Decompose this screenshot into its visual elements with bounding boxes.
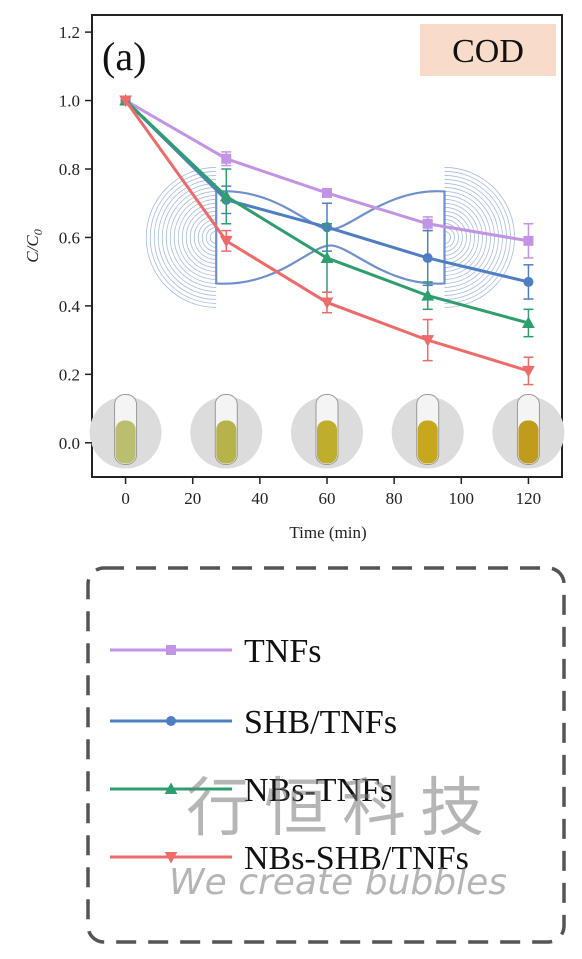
bubble-arc — [161, 183, 217, 292]
legend: TNFs SHB/TNFs NBs-TNFs NBs-SHB/TNFs — [110, 633, 469, 877]
bubble-arc — [181, 203, 217, 272]
data-point — [221, 153, 232, 164]
data-point — [322, 187, 332, 198]
bubble-arc — [209, 231, 217, 244]
series-layer — [119, 94, 535, 386]
bubble-arc — [149, 171, 217, 304]
data-point — [522, 316, 535, 328]
series-nbs-shb-tnfs — [119, 95, 535, 386]
x-axis-title: Time (min) — [289, 523, 366, 542]
x-axis: 0 20 40 60 80 100 120 — [121, 477, 541, 508]
data-point — [219, 235, 233, 248]
legend-marker — [166, 645, 176, 655]
x-tick-label: 100 — [449, 489, 475, 508]
x-tick-label: 0 — [121, 489, 130, 508]
sample-liquid — [518, 420, 539, 464]
data-point — [421, 335, 435, 347]
bubble-arc — [444, 175, 507, 300]
legend-item: NBs-TNFs — [110, 772, 393, 809]
bubble-arc — [169, 191, 217, 284]
legend-marker — [166, 716, 176, 726]
sample-liquid — [417, 420, 438, 464]
bubble-arc — [444, 211, 471, 264]
bubble-arc — [444, 215, 467, 260]
sample-liquid — [115, 420, 136, 464]
bubble-arc — [201, 223, 217, 252]
y-tick-label: 1.0 — [59, 92, 80, 111]
legend-label: NBs-TNFs — [244, 772, 393, 809]
badge-label: COD — [452, 33, 524, 70]
panel-label: (a) — [102, 34, 146, 79]
x-tick-label: 80 — [386, 489, 403, 508]
data-point — [219, 189, 233, 202]
data-point — [422, 252, 433, 263]
y-tick-label: 0.2 — [59, 365, 80, 384]
legend-marker — [164, 782, 178, 794]
bubble-arc — [193, 215, 217, 260]
y-axis: 0.0 0.2 0.4 0.6 0.8 1.0 1.2 — [59, 23, 92, 453]
y-tick-label: 0.4 — [59, 297, 81, 316]
bubble-arc — [444, 187, 495, 288]
bubble-arc — [444, 219, 463, 256]
x-tick-label: 20 — [184, 489, 201, 508]
x-tick-label: 40 — [251, 489, 268, 508]
bubble-arc — [444, 203, 479, 272]
bubble-arc — [444, 227, 455, 248]
bubble-arc — [165, 187, 217, 288]
bubble-arc — [444, 191, 491, 284]
data-point — [522, 365, 535, 378]
watermark-english: We create bubbles — [169, 862, 507, 903]
data-point — [523, 235, 534, 246]
y-tick-label: 0.6 — [59, 228, 80, 247]
watermark-chinese: 行恒科技 — [186, 772, 498, 846]
legend-label: TNFs — [244, 633, 321, 670]
legend-marker — [164, 852, 178, 864]
bubble-arc — [444, 195, 487, 280]
bubble-arc — [145, 167, 217, 308]
sample-liquid — [216, 420, 237, 464]
legend-label: NBs-SHB/TNFs — [244, 840, 469, 877]
y-tick-label: 0.8 — [59, 160, 80, 179]
series-nbs-tnfs — [119, 94, 535, 338]
x-tick-label: 120 — [516, 489, 542, 508]
legend-item: SHB/TNFs — [110, 704, 397, 741]
bubble-arc — [444, 199, 483, 276]
y-axis-title: C/C0 — [23, 229, 45, 262]
badge-background — [420, 24, 556, 76]
data-point — [320, 297, 334, 310]
bubble-arc — [444, 231, 451, 244]
sample-liquid — [317, 420, 337, 464]
bubble-arc — [205, 227, 217, 248]
data-point — [119, 95, 132, 108]
data-point — [422, 218, 433, 229]
data-point — [421, 289, 435, 301]
series-tnfs — [120, 95, 534, 259]
legend-label: SHB/TNFs — [244, 704, 397, 741]
x-tick-label: 60 — [319, 489, 336, 508]
y-tick-label: 1.2 — [59, 23, 80, 42]
bubble-arc — [197, 219, 217, 256]
legend-item: NBs-SHB/TNFs — [110, 840, 469, 877]
y-tick-label: 0.0 — [59, 434, 80, 453]
bubble-arc — [444, 223, 459, 252]
bubble-arc — [157, 179, 217, 296]
legend-item: TNFs — [110, 633, 321, 670]
data-point — [320, 251, 334, 263]
legend-box — [86, 566, 566, 944]
sample-tubes — [89, 394, 565, 469]
bubble-arc — [444, 183, 499, 292]
data-point — [523, 276, 534, 287]
bubble-arc — [153, 175, 217, 300]
